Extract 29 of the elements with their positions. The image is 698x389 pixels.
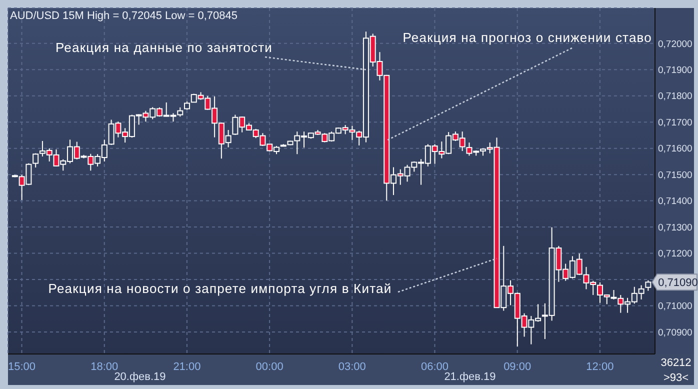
annotation: Реакция на данные по занятости (55, 40, 273, 55)
y-tick-label: 0,71000 (658, 301, 692, 312)
x-tick-label: 12:00 (586, 360, 614, 373)
y-tick-label: 0,71400 (658, 196, 692, 208)
annotation: Реакция на новости о запрете импорта угля в Китай (48, 281, 392, 296)
x-tick-label: 18:00 (90, 360, 118, 373)
chart-title: AUD/USD 15M High = 0,72045 Low = 0,70845 (10, 10, 238, 22)
candlestick (645, 280, 652, 292)
x-tick-label: 00:00 (256, 360, 284, 373)
annotation: 0,71090 (658, 277, 698, 290)
y-tick-label: 0,71800 (658, 91, 692, 102)
text: 20.фев.19 (114, 371, 166, 383)
x-tick-label: 09:00 (504, 360, 532, 373)
y-tick-label: 0,71200 (658, 248, 692, 260)
y-tick-label: 0,70900 (658, 327, 692, 338)
x-tick-label: 03:00 (338, 360, 366, 373)
x-tick-label: 06:00 (420, 360, 449, 373)
text: >93< (663, 372, 689, 384)
text: 21.фев.19 (444, 371, 496, 383)
y-tick-label: 0,71600 (658, 144, 692, 155)
y-tick-label: 0,71500 (658, 170, 692, 181)
y-tick-label: 0,71900 (658, 65, 692, 76)
x-tick-label: 15:00 (8, 360, 36, 373)
x-tick-label: 21:00 (173, 360, 201, 373)
y-tick-label: 0,71300 (658, 222, 692, 234)
y-tick-label: 0,72000 (658, 38, 692, 50)
y-tick-label: 0,71700 (658, 117, 692, 128)
annotation: Реакция на прогноз о снижении ставо (402, 30, 652, 45)
text: 36212 (660, 357, 692, 369)
